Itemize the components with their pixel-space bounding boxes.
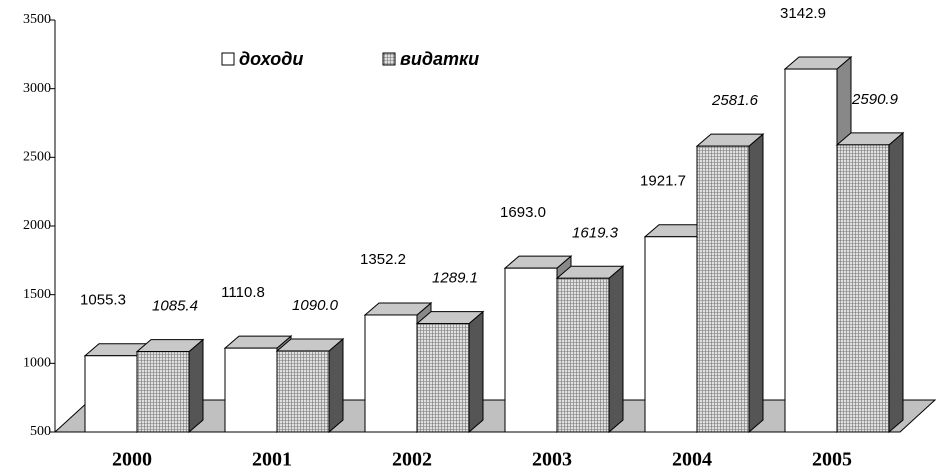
- bar: [136, 351, 190, 433]
- bar: [556, 277, 610, 433]
- value-label: 1289.1: [432, 270, 478, 287]
- x-tick-label: 2005: [812, 449, 852, 471]
- bar-side: [188, 338, 204, 434]
- bar: [364, 314, 418, 433]
- value-label: 1085.4: [152, 298, 198, 315]
- y-tick-label: 2000: [23, 218, 51, 233]
- y-tick-label: 500: [30, 424, 51, 439]
- x-tick-label: 2003: [532, 449, 572, 471]
- x-tick-label: 2002: [392, 449, 432, 471]
- value-label: 1921.7: [640, 173, 686, 190]
- bar: [504, 267, 558, 433]
- x-tick-label: 2001: [252, 449, 292, 471]
- value-label: 2581.6: [711, 92, 759, 109]
- bar-side: [888, 131, 904, 434]
- x-tick-label: 2000: [112, 449, 152, 471]
- bar: [84, 355, 138, 433]
- y-tick-label: 3500: [23, 12, 51, 27]
- bar-side: [608, 265, 624, 434]
- bar: [784, 68, 838, 433]
- value-label: 2590.9: [851, 91, 899, 108]
- bar: [644, 236, 698, 433]
- bar-side: [468, 310, 484, 434]
- value-label: 3142.9: [780, 5, 826, 22]
- y-tick-label: 1500: [23, 287, 51, 302]
- legend-swatch: [221, 52, 235, 66]
- bar-side: [328, 337, 344, 434]
- y-tick-label: 2500: [23, 150, 51, 165]
- bar: [836, 144, 890, 433]
- y-tick-label: 3000: [23, 81, 51, 96]
- value-label: 1693.0: [500, 204, 546, 221]
- value-label: 1090.0: [292, 297, 339, 314]
- value-label: 1619.3: [572, 224, 619, 241]
- legend-label: видатки: [400, 49, 479, 69]
- bar: [224, 347, 278, 433]
- bar-side: [748, 133, 764, 434]
- bar: [416, 323, 470, 433]
- legend-label: доходи: [239, 49, 303, 69]
- bar: [276, 350, 330, 433]
- x-tick-label: 2004: [672, 449, 712, 471]
- y-tick-label: 1000: [23, 356, 51, 371]
- value-label: 1055.3: [80, 292, 126, 309]
- value-label: 1110.8: [221, 284, 265, 301]
- value-label: 1352.2: [360, 251, 406, 268]
- bar: [696, 145, 750, 433]
- legend-swatch: [382, 52, 396, 66]
